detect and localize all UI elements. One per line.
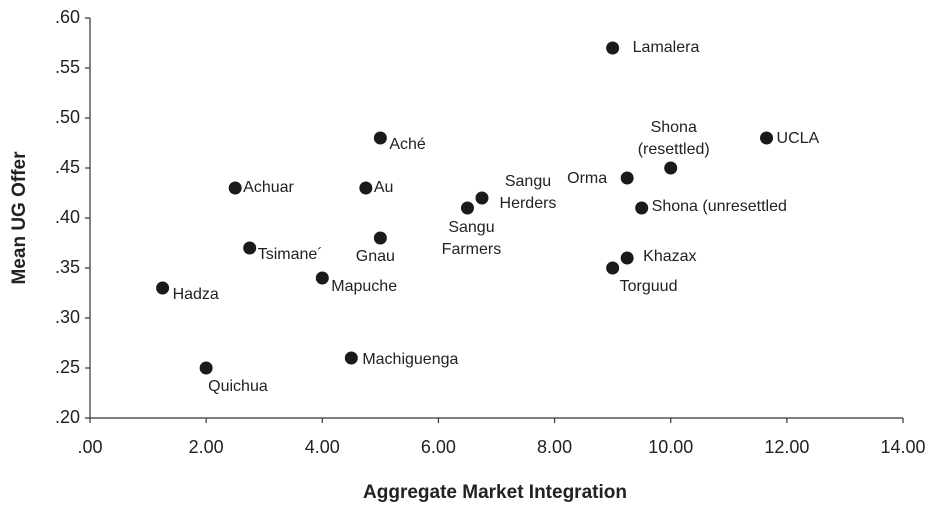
point-label: Khazax (643, 248, 696, 265)
point-label: Torguud (620, 278, 678, 295)
y-tick-label: .55 (55, 57, 80, 77)
point-label: Au (374, 179, 394, 196)
point-label: UCLA (777, 130, 820, 147)
point-label: Gnau (356, 248, 395, 265)
point (199, 361, 213, 375)
x-tick-label: 2.00 (189, 437, 224, 457)
x-tick-label: 6.00 (421, 437, 456, 457)
point-label: Sangu Farmers (442, 219, 502, 258)
y-tick-label: .50 (55, 107, 80, 127)
x-tick-label: 14.00 (880, 437, 925, 457)
y-tick-label: .45 (55, 157, 80, 177)
y-tick-label: .40 (55, 207, 80, 227)
point (606, 261, 620, 275)
x-tick-label: 8.00 (537, 437, 572, 457)
point-label: Machiguenga (362, 351, 458, 368)
point-label: Aché (389, 136, 426, 153)
x-tick-label: 12.00 (764, 437, 809, 457)
point (156, 281, 170, 295)
point (373, 131, 387, 145)
y-tick-label: .35 (55, 257, 80, 277)
point-label: Orma (567, 170, 607, 187)
y-tick-label: .25 (55, 357, 80, 377)
point (359, 181, 373, 195)
y-axis-label: Mean UG Offer (9, 151, 30, 285)
point-label: Hadza (173, 286, 219, 303)
point (228, 181, 242, 195)
point (475, 191, 489, 205)
x-tick-label: .00 (77, 437, 102, 457)
point (620, 251, 634, 265)
point-label: Mapuche (331, 278, 397, 295)
point (635, 201, 649, 215)
y-tick-label: .30 (55, 307, 80, 327)
point-label: Tsimane´ (258, 246, 323, 263)
point-label: Achuar (243, 179, 294, 196)
point (373, 231, 387, 245)
point-label: Sangu Herders (500, 173, 557, 212)
point (460, 201, 474, 215)
x-tick-label: 4.00 (305, 437, 340, 457)
point-label: Shona (unresettled (652, 198, 787, 215)
y-tick-label: .20 (55, 407, 80, 427)
point (620, 171, 634, 185)
point (315, 271, 329, 285)
point (760, 131, 774, 145)
y-tick-label: .60 (55, 7, 80, 27)
point (664, 161, 678, 175)
point (344, 351, 358, 365)
point-label: Shona (resettled) (638, 119, 710, 158)
point (243, 241, 257, 255)
point (606, 41, 620, 55)
point-label: Quichua (208, 378, 268, 395)
x-tick-label: 10.00 (648, 437, 693, 457)
point-label: Lamalera (633, 39, 700, 56)
x-axis-label: Aggregate Market Integration (363, 482, 627, 503)
